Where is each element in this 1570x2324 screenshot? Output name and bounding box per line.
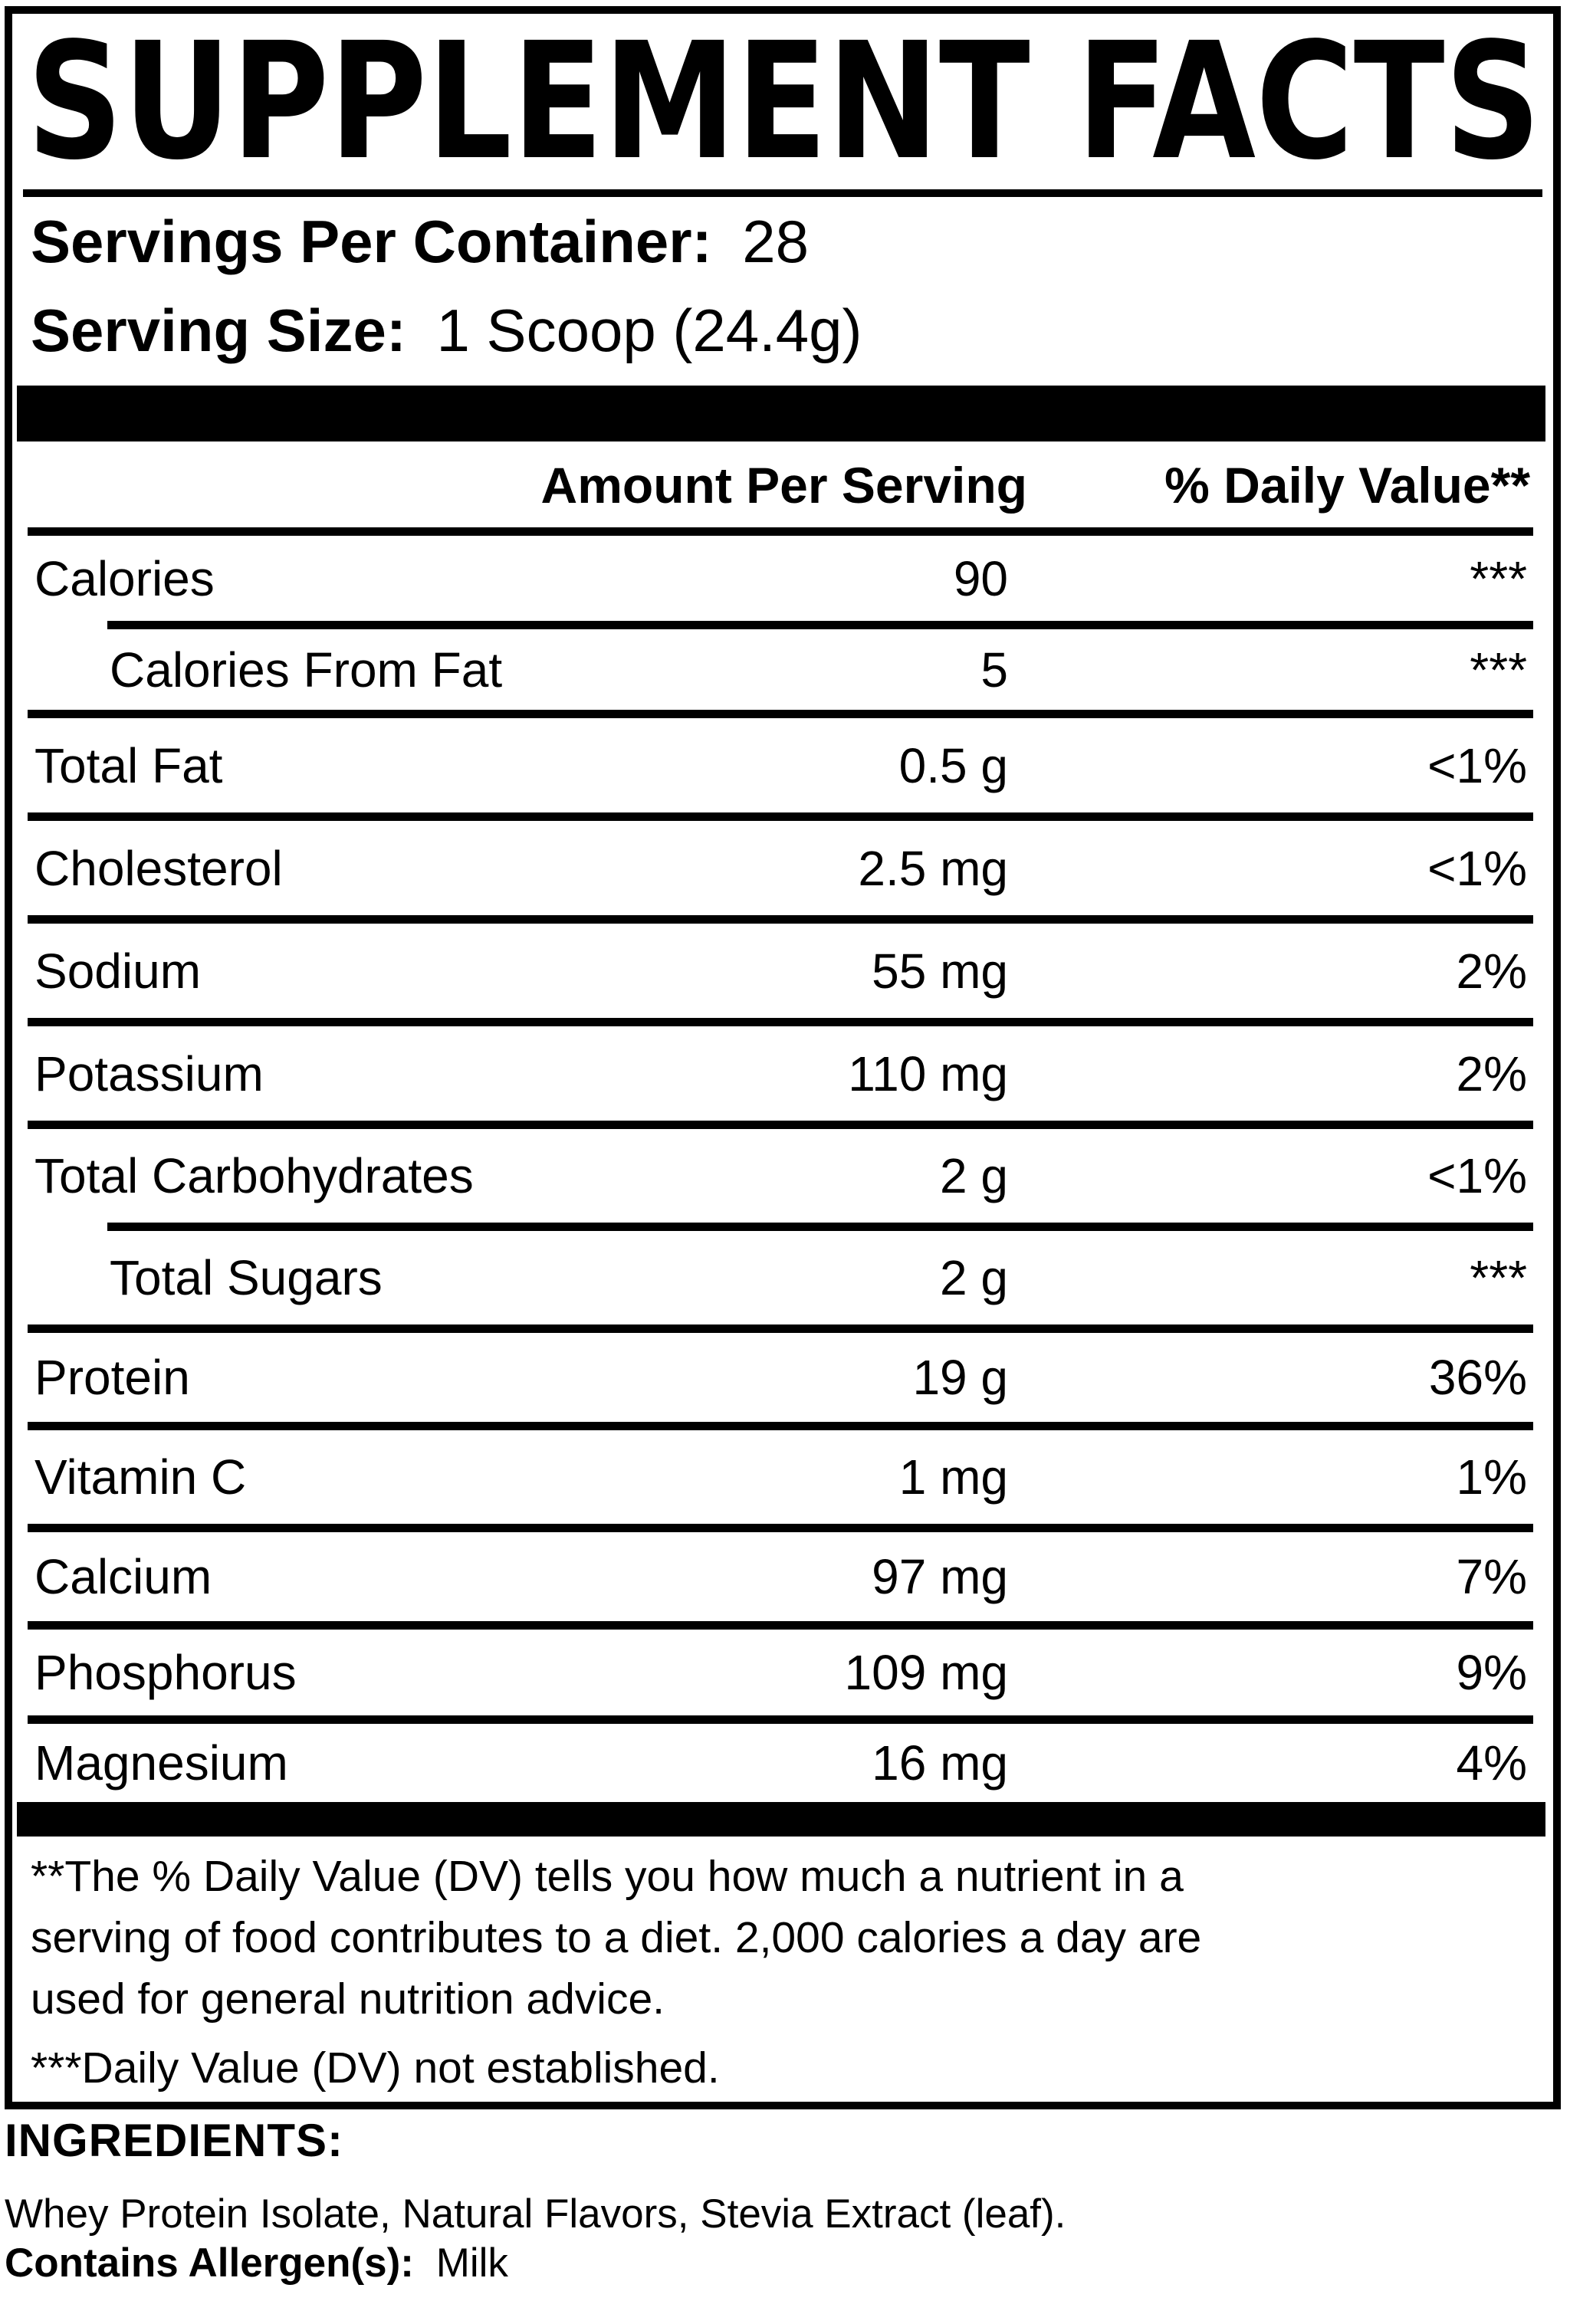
allergen-value: Milk <box>435 2240 508 2286</box>
row-divider <box>28 1324 1533 1333</box>
nutrient-name: Protein <box>34 1350 190 1405</box>
allergen-label: Contains Allergen(s): <box>5 2240 414 2286</box>
nutrient-dv: 9% <box>1456 1645 1528 1700</box>
divider-bar-top <box>17 386 1545 441</box>
nutrient-amount: 2 g <box>940 1250 1008 1305</box>
table-row-total-sugars: Total Sugars 2 g *** <box>12 1231 1553 1324</box>
nutrient-amount: 55 mg <box>872 943 1008 999</box>
serving-size-line: Serving Size: 1 Scoop (24.4g) <box>31 297 862 363</box>
nutrient-dv: <1% <box>1427 737 1527 793</box>
nutrient-amount: 16 mg <box>872 1735 1008 1791</box>
table-row-potassium: Potassium 110 mg 2% <box>12 1026 1553 1121</box>
nutrient-name: Total Fat <box>34 737 223 793</box>
nutrient-dv: 1% <box>1456 1449 1528 1505</box>
nutrient-dv: 2% <box>1456 943 1528 999</box>
table-row-total-fat: Total Fat 0.5 g <1% <box>12 718 1553 812</box>
nutrient-amount: 97 mg <box>872 1549 1008 1604</box>
servings-per-container-value: 28 <box>742 208 810 275</box>
nutrient-dv: 7% <box>1456 1549 1528 1604</box>
ingredients-heading: INGREDIENTS: <box>5 2115 344 2166</box>
nutrient-amount: 1 mg <box>898 1449 1008 1505</box>
row-divider <box>28 1018 1533 1026</box>
nutrient-amount: 0.5 g <box>898 737 1008 793</box>
nutrient-dv: 36% <box>1428 1350 1527 1405</box>
panel-title-text: SUPPLEMENT FACTS <box>27 34 1541 165</box>
nutrient-name: Calcium <box>34 1549 212 1604</box>
nutrient-dv: *** <box>1470 1250 1527 1305</box>
amount-column-header: Amount Per Serving <box>540 457 1027 514</box>
row-divider <box>28 915 1533 924</box>
row-divider <box>28 1715 1533 1724</box>
row-divider <box>28 812 1533 821</box>
column-header-row: Amount Per Serving % Daily Value** <box>12 452 1553 514</box>
nutrient-amount: 19 g <box>912 1350 1008 1405</box>
table-row-protein: Protein 19 g 36% <box>12 1333 1553 1422</box>
nutrient-amount: 109 mg <box>844 1645 1008 1700</box>
not-established-footnote: ***Daily Value (DV) not established. <box>31 2043 720 2093</box>
title-divider <box>23 189 1542 197</box>
serving-size-value: 1 Scoop (24.4g) <box>436 297 862 364</box>
daily-value-footnote: **The % Daily Value (DV) tells you how m… <box>31 1852 1202 2024</box>
table-row-phosphorus: Phosphorus 109 mg 9% <box>12 1630 1553 1715</box>
dv-column-header: % Daily Value** <box>1164 457 1530 514</box>
row-divider <box>28 1422 1533 1430</box>
nutrient-amount: 2.5 mg <box>858 840 1008 896</box>
nutrient-name: Sodium <box>34 943 201 999</box>
table-row-sodium: Sodium 55 mg 2% <box>12 924 1553 1018</box>
row-divider <box>28 1121 1533 1129</box>
servings-per-container-line: Servings Per Container: 28 <box>31 208 809 274</box>
row-divider-indented <box>107 621 1533 629</box>
divider-bar-bottom <box>17 1802 1545 1837</box>
nutrient-dv: *** <box>1470 550 1527 606</box>
nutrient-dv: 4% <box>1456 1735 1528 1791</box>
table-row-cholesterol: Cholesterol 2.5 mg <1% <box>12 821 1553 915</box>
serving-size-label: Serving Size: <box>31 297 406 364</box>
nutrient-name: Total Sugars <box>110 1250 383 1305</box>
nutrient-dv: 2% <box>1456 1045 1528 1101</box>
row-divider-indented <box>107 1223 1533 1231</box>
nutrient-name: Calories <box>34 550 215 606</box>
ingredients-list: Whey Protein Isolate, Natural Flavors, S… <box>5 2191 1066 2237</box>
nutrient-dv: <1% <box>1427 840 1527 896</box>
table-row-calories-from-fat: Calories From Fat 5 *** <box>12 629 1553 710</box>
panel-title: SUPPLEMENT FACTS <box>27 34 1541 165</box>
table-row-vitamin-c: Vitamin C 1 mg 1% <box>12 1430 1553 1524</box>
supplement-facts-panel: SUPPLEMENT FACTS Servings Per Container:… <box>5 6 1561 2109</box>
row-divider <box>28 527 1533 536</box>
nutrient-name: Potassium <box>34 1045 264 1101</box>
nutrient-name: Calories From Fat <box>110 642 503 698</box>
table-row-calories: Calories 90 *** <box>12 536 1553 621</box>
table-row-magnesium: Magnesium 16 mg 4% <box>12 1724 1553 1802</box>
nutrient-name: Vitamin C <box>34 1449 247 1505</box>
servings-per-container-label: Servings Per Container: <box>31 208 712 275</box>
row-divider <box>28 1524 1533 1532</box>
nutrient-table: Calories 90 *** Calories From Fat 5 *** … <box>12 527 1553 1837</box>
nutrient-amount: 110 mg <box>848 1045 1008 1101</box>
nutrient-name: Phosphorus <box>34 1645 297 1700</box>
nutrient-amount: 2 g <box>940 1148 1008 1203</box>
nutrient-name: Cholesterol <box>34 840 283 896</box>
nutrient-dv: <1% <box>1427 1148 1527 1203</box>
allergen-line: Contains Allergen(s): Milk <box>5 2240 508 2286</box>
table-row-total-carbohydrates: Total Carbohydrates 2 g <1% <box>12 1129 1553 1223</box>
row-divider <box>28 1621 1533 1630</box>
nutrient-amount: 90 <box>953 550 1008 606</box>
nutrient-name: Magnesium <box>34 1735 288 1791</box>
table-row-calcium: Calcium 97 mg 7% <box>12 1532 1553 1621</box>
nutrient-name: Total Carbohydrates <box>34 1148 474 1203</box>
nutrient-dv: *** <box>1470 642 1527 698</box>
row-divider <box>28 710 1533 718</box>
nutrient-amount: 5 <box>980 642 1008 698</box>
